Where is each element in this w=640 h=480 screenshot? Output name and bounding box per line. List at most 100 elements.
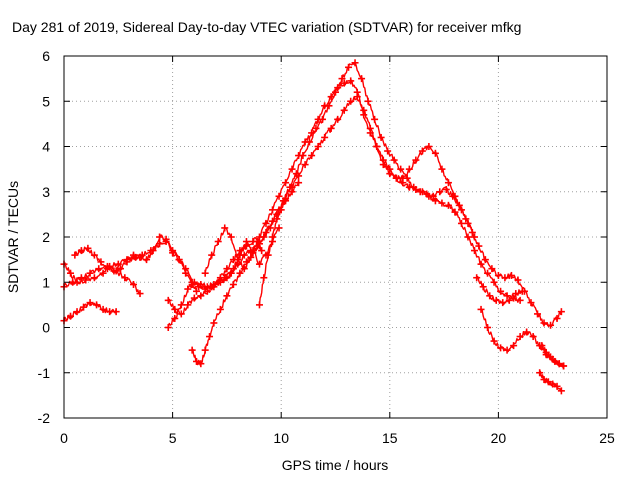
series-trace	[192, 96, 476, 366]
data-point	[112, 308, 120, 316]
data-point	[431, 149, 439, 157]
data-point	[77, 274, 85, 282]
data-point	[192, 357, 200, 365]
data-point	[214, 238, 222, 246]
data-point	[536, 369, 544, 377]
data-point	[175, 256, 183, 264]
data-point	[234, 256, 242, 264]
data-point	[171, 305, 179, 313]
data-point	[255, 233, 263, 241]
data-point	[208, 251, 216, 259]
data-point	[99, 305, 107, 313]
data-point	[484, 269, 492, 277]
data-point	[240, 265, 248, 273]
data-point	[475, 242, 483, 250]
data-point	[223, 265, 231, 273]
data-point	[492, 296, 500, 304]
series-sat-l	[536, 369, 565, 395]
data-point	[164, 296, 172, 304]
axis-ticks: 0 5 10 15 20 25 -2 -1 0 1 2 3 4 5 6	[38, 48, 615, 446]
data-point	[360, 106, 368, 114]
data-point	[438, 199, 446, 207]
data-point	[242, 238, 250, 246]
data-point	[334, 84, 342, 92]
data-point	[121, 274, 129, 282]
data-point	[295, 152, 303, 160]
data-point	[542, 348, 550, 356]
series-sat-h	[201, 224, 266, 277]
data-point	[269, 217, 277, 225]
data-point	[399, 174, 407, 182]
data-point	[216, 278, 224, 286]
series-sat-g	[164, 224, 283, 331]
data-point	[308, 129, 316, 137]
data-point	[334, 115, 342, 123]
series-sat-d	[71, 233, 200, 295]
plot-frame	[63, 55, 608, 419]
data-point	[540, 376, 548, 384]
series-sat-m	[538, 342, 568, 370]
data-point	[510, 342, 518, 350]
data-point	[351, 59, 359, 67]
data-point	[275, 224, 283, 232]
data-point	[130, 251, 138, 259]
data-point	[110, 267, 118, 275]
data-point	[379, 161, 387, 169]
data-point	[557, 308, 565, 316]
data-point	[258, 247, 266, 255]
data-point	[308, 152, 316, 160]
data-point	[282, 179, 290, 187]
data-point	[457, 206, 465, 214]
data-point	[327, 93, 335, 101]
data-point	[123, 258, 131, 266]
data-point	[418, 147, 426, 155]
data-point	[156, 233, 164, 241]
data-point	[164, 324, 172, 331]
data-point	[340, 79, 348, 87]
data-point	[412, 185, 420, 193]
data-point	[149, 247, 157, 255]
data-point	[549, 380, 557, 388]
data-point	[277, 206, 285, 214]
y-tick-label: 5	[42, 93, 50, 109]
data-point	[97, 258, 105, 266]
data-point	[321, 133, 329, 141]
data-point	[392, 174, 400, 182]
data-point	[177, 301, 185, 309]
x-tick-label: 0	[60, 430, 68, 446]
data-point	[184, 285, 192, 293]
data-point	[327, 124, 335, 132]
data-point	[397, 165, 405, 173]
data-point	[425, 143, 433, 150]
y-tick-label: 4	[42, 139, 50, 155]
data-point	[527, 299, 535, 307]
data-point	[171, 314, 179, 322]
data-point	[503, 292, 511, 300]
data-point	[494, 271, 502, 279]
series-sat-c	[60, 299, 120, 325]
data-point	[69, 278, 77, 286]
data-point	[95, 265, 103, 273]
data-point	[442, 185, 450, 193]
data-point	[479, 283, 487, 291]
data-point	[273, 215, 281, 223]
data-point	[321, 102, 329, 110]
data-point	[540, 319, 548, 327]
data-point	[544, 378, 552, 386]
data-point	[295, 179, 303, 187]
data-point	[481, 256, 489, 264]
data-point	[512, 290, 520, 298]
x-tick-label: 25	[599, 430, 615, 446]
data-point	[507, 271, 515, 279]
data-point	[229, 281, 237, 289]
x-tick-label: 5	[169, 430, 177, 446]
data-point	[314, 115, 322, 123]
data-point	[253, 238, 261, 246]
data-point	[130, 281, 138, 289]
data-point	[197, 360, 205, 368]
data-point	[497, 344, 505, 352]
data-point	[371, 115, 379, 123]
data-point	[444, 179, 452, 187]
data-point	[425, 192, 433, 200]
series-trace	[204, 227, 263, 273]
